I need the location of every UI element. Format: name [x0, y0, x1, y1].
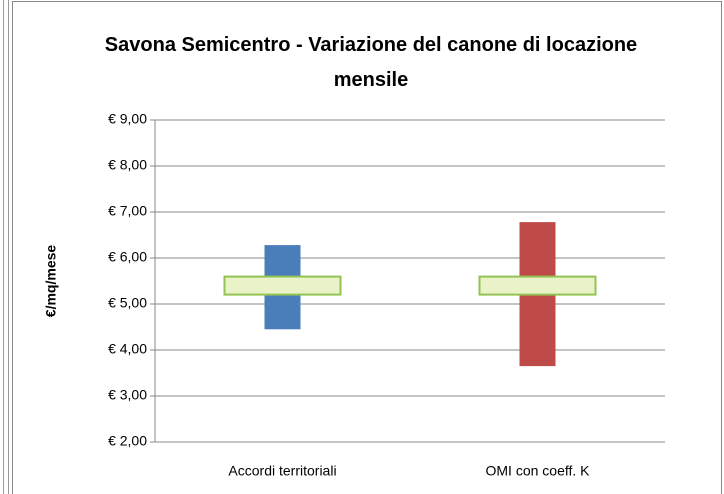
- marker: [478, 275, 597, 296]
- y-tick-label: € 4,00: [108, 341, 147, 357]
- y-tick-label: € 8,00: [108, 157, 147, 173]
- y-axis-label: €/mq/mese: [43, 245, 59, 318]
- marker: [223, 275, 342, 296]
- chart-title: Savona Semicentro - Variazione del canon…: [104, 34, 638, 91]
- y-tick-label: € 6,00: [108, 249, 147, 265]
- y-tick-label: € 5,00: [108, 295, 147, 311]
- y-tick-label: € 3,00: [108, 387, 147, 403]
- y-tick-label: € 2,00: [108, 433, 147, 449]
- x-tick-label: Accordi territoriali: [228, 463, 336, 479]
- y-tick-label: € 9,00: [108, 111, 147, 127]
- chart-border: [12, 1, 722, 494]
- x-tick-label: OMI con coeff. K: [485, 463, 590, 479]
- y-tick-label: € 7,00: [108, 203, 147, 219]
